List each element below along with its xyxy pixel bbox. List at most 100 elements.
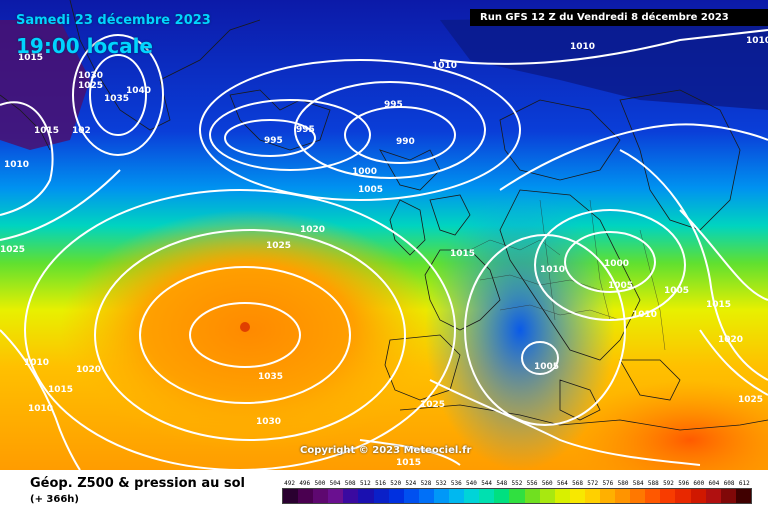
scale-swatch: [418, 489, 434, 503]
scale-swatch: [449, 489, 465, 503]
color-scale-ticks: 492 496 500 504 508 512 516 520 524 528 532 536 540 5…: [282, 480, 752, 487]
scale-swatch: [358, 489, 374, 503]
high-pressure-area: [60, 210, 440, 450]
map-canvas: [0, 0, 768, 470]
scale-swatch: [705, 489, 721, 503]
scale-tick-label: 600: [693, 480, 705, 487]
scale-swatch: [343, 489, 359, 503]
isobar-label: 1025: [738, 395, 763, 405]
isobar-label: 995: [296, 125, 315, 135]
scale-swatch: [509, 489, 525, 503]
isobar-label: 1015: [706, 300, 731, 310]
scale-tick-label: 516: [375, 480, 386, 487]
isobar-label: 1005: [534, 362, 559, 372]
scale-swatch: [494, 489, 510, 503]
scale-swatch: [524, 489, 540, 503]
scale-swatch: [539, 489, 555, 503]
scale-swatch: [645, 489, 661, 503]
scale-tick-label: 604: [708, 480, 720, 487]
run-info: Run GFS 12 Z du Vendredi 8 décembre 2023: [470, 9, 768, 26]
scale-tick-label: 492: [284, 480, 295, 487]
scale-tick-label: 580: [617, 480, 629, 487]
isobar-label: 1005: [664, 286, 689, 296]
scale-tick-label: 556: [526, 480, 538, 487]
scale-tick-label: 564: [556, 480, 568, 487]
scale-tick-label: 552: [511, 480, 523, 487]
scale-swatch: [630, 489, 646, 503]
isobar-label: 1020: [76, 365, 101, 375]
isobar-label: 1010: [4, 160, 29, 170]
scale-tick-label: 520: [390, 480, 402, 487]
isobar-label: 1025: [266, 241, 291, 251]
cold-pool-northwest: [0, 20, 90, 150]
isobar-lines: [0, 29, 768, 470]
scale-swatch: [464, 489, 480, 503]
scale-tick-label: 612: [738, 480, 750, 487]
isobar-label: 995: [264, 136, 283, 146]
scale-tick-label: 560: [541, 480, 553, 487]
scale-swatch: [735, 489, 751, 503]
isobar-label: 1035: [258, 372, 283, 382]
scale-tick-label: 592: [663, 480, 674, 487]
scale-tick-label: 584: [632, 480, 644, 487]
scale-swatch: [328, 489, 344, 503]
scale-swatch: [479, 489, 495, 503]
isobar-label: 1015: [34, 126, 59, 136]
scale-swatch: [660, 489, 676, 503]
pressure-labels: 1015 1030 1025 1040 1035 1015 102 1010 1…: [0, 0, 768, 470]
isobar-label: 1015: [396, 458, 421, 468]
isobar-label: 1020: [718, 335, 743, 345]
scale-swatch: [313, 489, 329, 503]
scale-swatch: [373, 489, 389, 503]
isobar-label: 1025: [78, 81, 103, 91]
legend-title: Géop. Z500 & pression au sol: [30, 476, 245, 491]
isobar-label: 1025: [0, 245, 25, 255]
scale-swatch: [433, 489, 450, 503]
color-scale-bar: [282, 488, 752, 504]
isobar-label: 1035: [104, 94, 129, 104]
scale-tick-label: 532: [435, 480, 447, 487]
scale-swatch: [388, 489, 404, 503]
isobar-label: 1010: [570, 42, 595, 52]
isobar-label: 1010: [432, 61, 457, 71]
isobar-label: 1030: [78, 71, 103, 81]
isobar-label: 1010: [746, 36, 768, 46]
isobar-label: 1010: [28, 404, 53, 414]
high-center-marker: [240, 322, 250, 332]
copyright: Copyright © 2023 Meteociel.fr: [300, 445, 472, 456]
isobar-label: 102: [72, 126, 91, 136]
isobar-label: 1015: [18, 53, 43, 63]
scale-tick-label: 500: [314, 480, 326, 487]
isobar-label: 1000: [604, 259, 629, 269]
weather-map: 1015 1030 1025 1040 1035 1015 102 1010 1…: [0, 0, 768, 470]
scale-tick-label: 544: [481, 480, 493, 487]
scale-tick-label: 540: [466, 480, 477, 487]
forecast-time: 19:00 locale: [16, 34, 153, 58]
isobar-label: 1010: [540, 265, 565, 275]
scale-tick-label: 576: [602, 480, 614, 487]
scale-tick-label: 548: [496, 480, 508, 487]
scale-tick-label: 512: [359, 480, 371, 487]
scale-swatch: [615, 489, 631, 503]
scale-swatch: [554, 489, 570, 503]
scale-tick-label: 572: [587, 480, 599, 487]
legend-footer: Géop. Z500 & pression au sol (+ 366h) 49…: [0, 470, 768, 512]
isobar-label: 1025: [420, 400, 445, 410]
scale-tick-label: 536: [450, 480, 462, 487]
scale-swatch: [403, 489, 419, 503]
scale-tick-label: 588: [647, 480, 659, 487]
warm-area-southeast: [570, 380, 768, 470]
color-scale: 492 496 500 504 508 512 516 520 524 528 532 536 540 5…: [282, 480, 752, 510]
scale-swatch: [690, 489, 706, 503]
scale-tick-label: 568: [572, 480, 583, 487]
isobar-label: 995: [384, 100, 403, 110]
isobar-label: 990: [396, 137, 415, 147]
scale-swatch: [675, 489, 691, 503]
scale-swatch: [584, 489, 600, 503]
scale-tick-label: 608: [723, 480, 735, 487]
isobar-label: 1030: [256, 417, 281, 427]
scale-swatch: [599, 489, 616, 503]
scale-tick-label: 528: [420, 480, 432, 487]
isobar-label: 1015: [48, 385, 73, 395]
